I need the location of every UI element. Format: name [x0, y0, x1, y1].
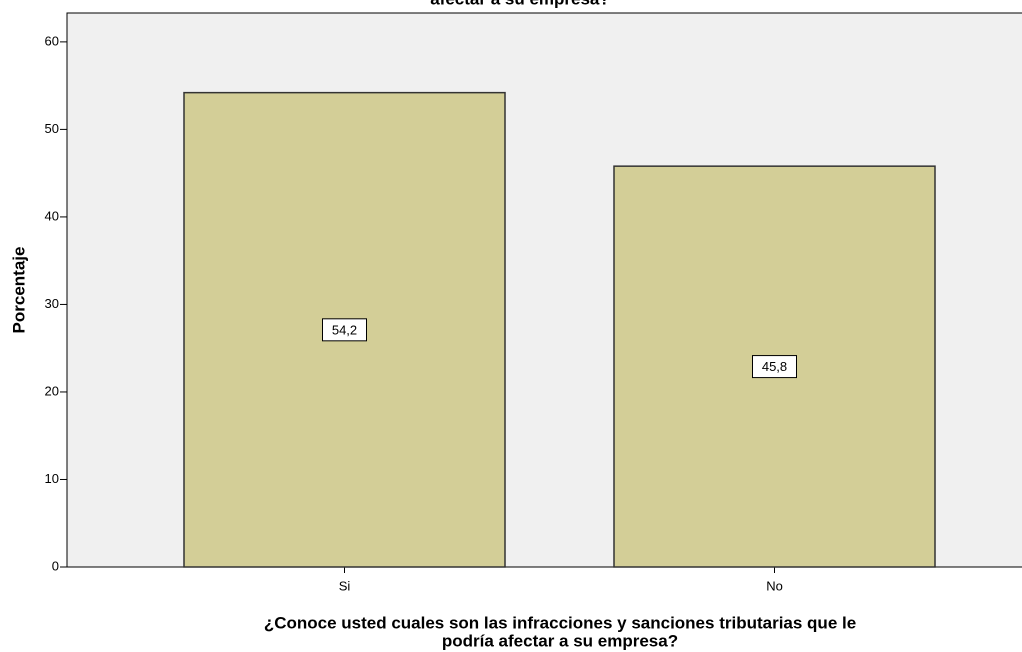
x-tick-label: No: [766, 578, 783, 593]
value-label: 45,8: [762, 359, 787, 374]
x-axis-label: podría afectar a su empresa?: [442, 631, 678, 650]
y-tick-label: 0: [52, 558, 59, 573]
y-tick-label: 50: [45, 121, 59, 136]
x-tick-label: Si: [339, 578, 351, 593]
x-axis-label: ¿Conoce usted cuales son las infraccione…: [264, 613, 856, 632]
y-tick-label: 60: [45, 33, 59, 48]
value-label-box: [322, 318, 367, 342]
y-axis-label: Porcentaje: [9, 247, 28, 334]
value-label: 54,2: [332, 322, 357, 337]
y-tick-label: 40: [45, 208, 59, 223]
y-tick-label: 30: [45, 296, 59, 311]
value-label-box: [752, 355, 797, 379]
y-tick-label: 10: [45, 471, 59, 486]
y-tick-label: 20: [45, 383, 59, 398]
chart-title: afectar a su empresa?: [430, 0, 610, 8]
